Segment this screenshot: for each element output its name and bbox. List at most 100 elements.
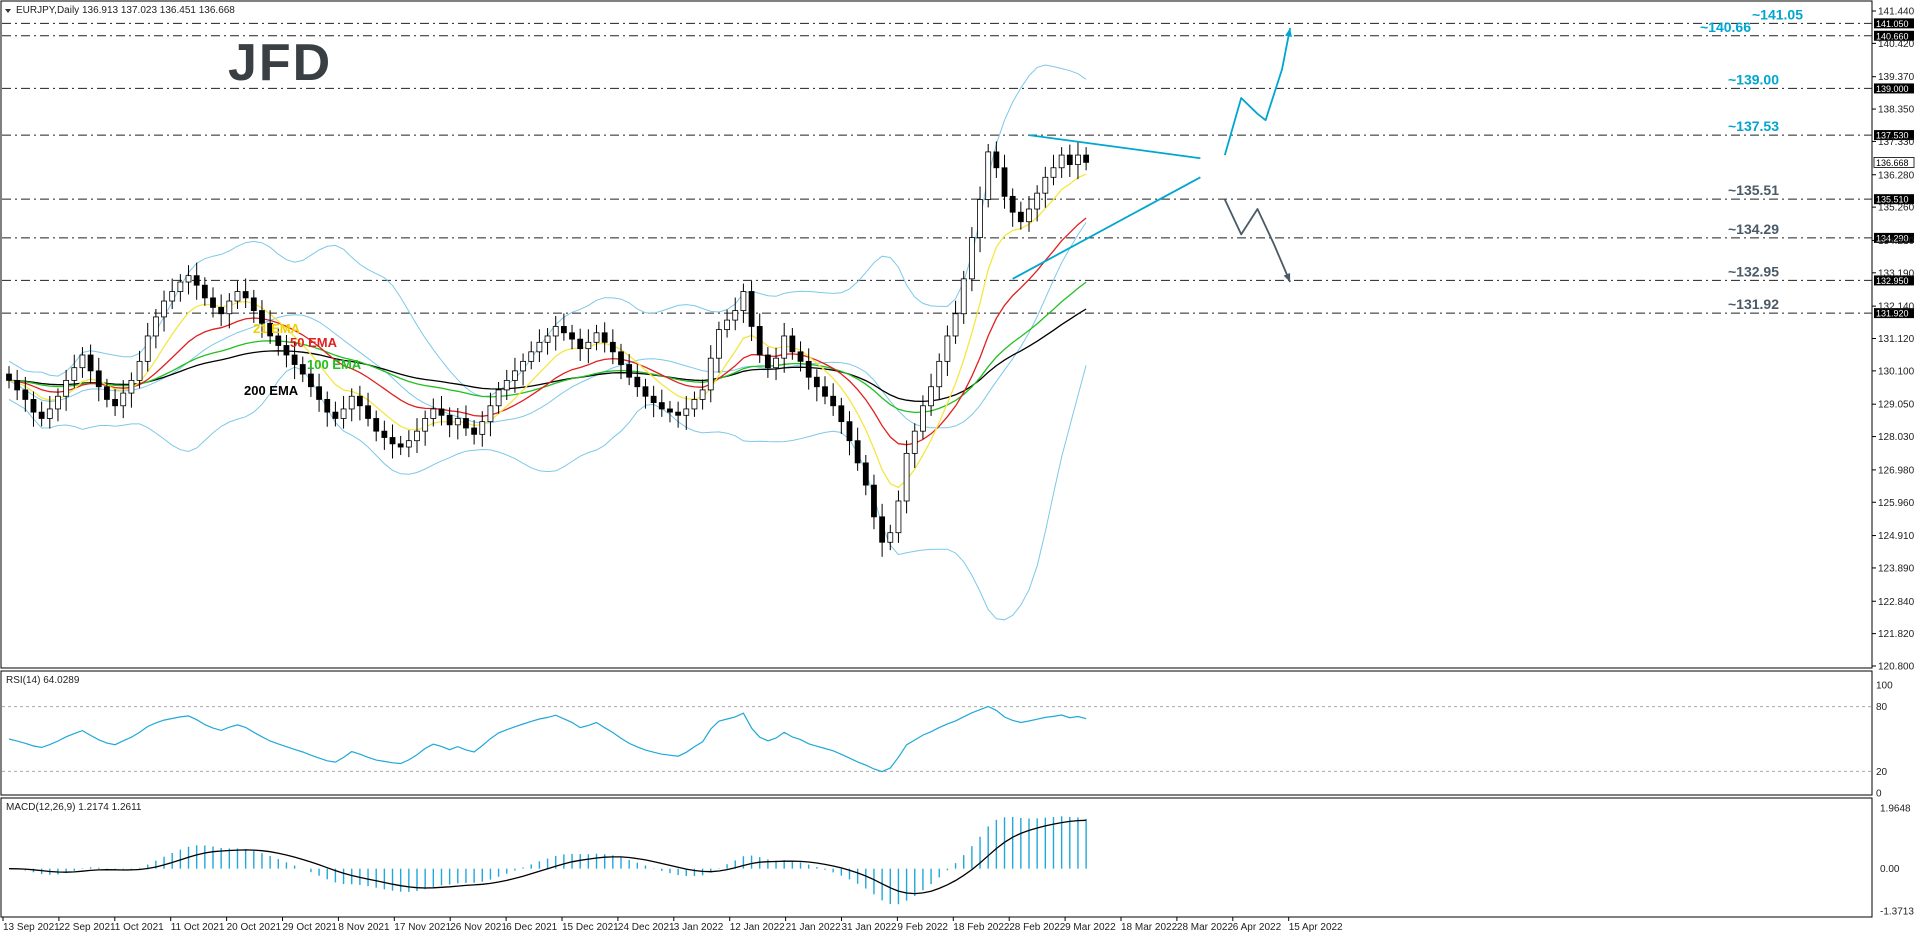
candle-body — [977, 199, 983, 238]
candle-body — [161, 300, 167, 318]
candle-body — [95, 370, 102, 388]
rsi-title: RSI(14) 64.0289 — [6, 675, 80, 686]
candle-body — [650, 395, 657, 404]
level-label: ~140.66 — [1700, 19, 1751, 35]
candle-body — [805, 360, 812, 378]
candle-body — [112, 399, 118, 407]
candle-body — [55, 395, 61, 410]
level-tag — [1874, 308, 1914, 319]
candle-body — [797, 351, 804, 362]
candle-body — [512, 370, 518, 381]
rsi-panel — [0, 670, 1873, 796]
x-tick-label: 28 Feb 2022 — [1009, 922, 1066, 933]
triangle-trendline — [1012, 176, 1201, 280]
rsi-y-label: 80 — [1876, 702, 1888, 713]
candle-body — [463, 418, 469, 429]
y-tick-label: 138.350 — [1878, 105, 1915, 116]
candle-body — [144, 335, 151, 362]
x-tick-label: 9 Feb 2022 — [897, 922, 948, 933]
level-tag-text: 131.920 — [1876, 309, 1909, 319]
candle-body — [609, 341, 616, 353]
candle-body — [283, 345, 290, 356]
x-tick-label: 29 Oct 2021 — [283, 922, 338, 933]
candle-body — [1026, 208, 1032, 223]
candle-body — [185, 275, 192, 283]
candle-body — [618, 351, 624, 365]
level-label: ~135.51 — [1728, 182, 1779, 198]
candle-body — [495, 389, 502, 407]
candle-body — [724, 319, 730, 331]
ema100-label: 100 EMA — [307, 357, 362, 372]
candle-body — [332, 411, 339, 419]
candle-body — [242, 291, 249, 299]
candle-body — [936, 360, 943, 388]
macd-y-label: 1.9648 — [1880, 804, 1911, 815]
level-tag-text: 140.660 — [1876, 31, 1909, 41]
bullish-scenario-arrow — [1223, 27, 1291, 156]
candle-body — [193, 275, 200, 286]
x-tick-label: 9 Mar 2022 — [1065, 922, 1116, 933]
bullish-scenario-arrow-head — [1285, 28, 1292, 37]
bearish-scenario-arrow-head — [1283, 273, 1291, 283]
y-tick-label: 122.840 — [1878, 597, 1915, 608]
candle-body — [871, 484, 877, 518]
candle-body — [528, 351, 535, 362]
candle-body — [968, 237, 975, 280]
x-tick-label: 28 Mar 2022 — [1177, 922, 1234, 933]
candle-body — [22, 389, 29, 400]
candle-body — [446, 414, 453, 426]
y-tick-label: 123.890 — [1878, 563, 1915, 574]
bearish-scenario-arrow — [1224, 199, 1291, 283]
candle-body — [291, 354, 298, 365]
candle-body — [340, 408, 347, 419]
level-tag — [1874, 232, 1914, 243]
candle-body — [365, 405, 371, 419]
macd-title: MACD(12,26,9) 1.2174 1.2611 — [6, 802, 142, 813]
candle-body — [626, 364, 633, 378]
candle-body — [356, 395, 363, 407]
candle-body — [79, 354, 86, 369]
candle-body — [789, 335, 796, 353]
candle-body — [267, 322, 274, 337]
candle-body — [854, 440, 861, 464]
candle-body — [830, 395, 837, 407]
candle-body — [887, 532, 894, 543]
candle-body — [691, 399, 698, 410]
candle-body — [46, 408, 53, 419]
level-tag-text: 137.530 — [1876, 131, 1909, 141]
candle-body — [764, 354, 771, 369]
candle-body — [748, 291, 755, 327]
candle-body — [389, 437, 396, 445]
candle-body — [1083, 154, 1090, 163]
candle-body — [30, 399, 37, 413]
level-label: ~141.05 — [1752, 6, 1803, 22]
candle-body — [544, 335, 551, 343]
y-tick-label: 133.190 — [1878, 268, 1915, 279]
candle-body — [454, 418, 461, 426]
candle-body — [846, 421, 853, 442]
candle-body — [414, 430, 420, 442]
candle-body — [234, 291, 241, 302]
y-tick-label: 134.210 — [1878, 236, 1915, 247]
level-label: ~139.00 — [1728, 71, 1779, 87]
y-tick-label: 139.370 — [1878, 72, 1915, 83]
candle-body — [218, 307, 225, 315]
candle-body — [169, 291, 176, 302]
y-tick-label: 140.420 — [1878, 39, 1915, 50]
macd-panel — [0, 797, 1873, 918]
candle-body — [895, 500, 902, 534]
candle-body — [911, 430, 918, 454]
collapse-triangle-icon[interactable] — [5, 9, 11, 13]
candle-body — [1001, 167, 1008, 197]
candle-body — [128, 379, 135, 394]
ema200-line — [8, 308, 1087, 403]
y-tick-label: 131.120 — [1878, 334, 1915, 345]
x-tick-label: 26 Nov 2021 — [450, 922, 507, 933]
candle-body — [397, 443, 404, 448]
candle-body — [250, 297, 257, 311]
bollinger-lower — [8, 365, 1087, 621]
candle-body — [716, 329, 722, 359]
level-label: ~132.95 — [1728, 263, 1779, 279]
candle-body — [1017, 211, 1024, 223]
candle-body — [862, 462, 869, 486]
